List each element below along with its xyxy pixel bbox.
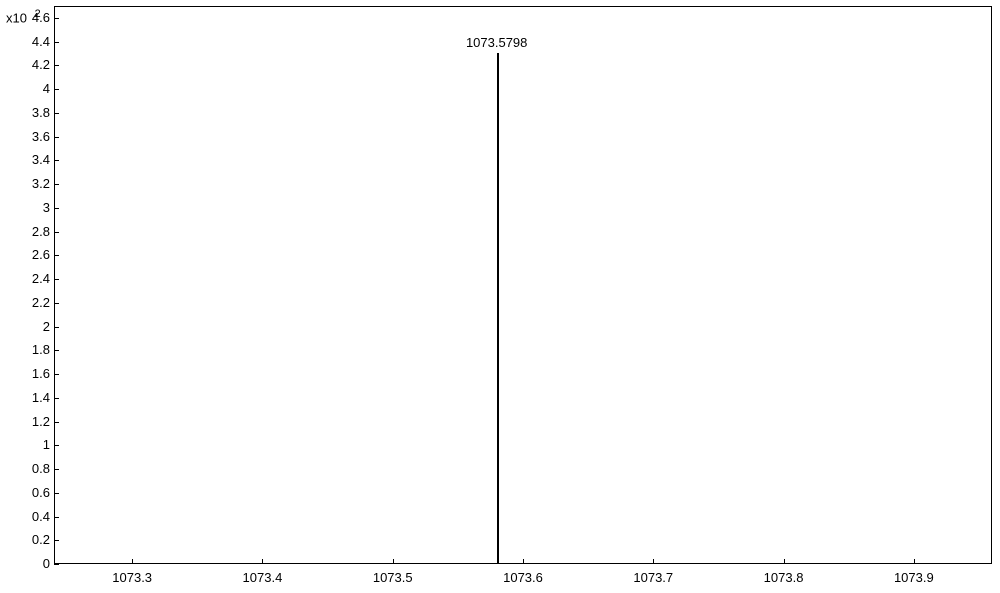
y-tick-label: 3.2 <box>32 176 50 191</box>
x-tick-label: 1073.5 <box>373 570 413 585</box>
y-tick <box>54 279 59 280</box>
y-tick <box>54 327 59 328</box>
y-tick <box>54 374 59 375</box>
y-tick <box>54 350 59 351</box>
x-tick-label: 1073.6 <box>503 570 543 585</box>
x-tick-label: 1073.7 <box>633 570 673 585</box>
y-tick <box>54 65 59 66</box>
y-tick-label: 2.2 <box>32 295 50 310</box>
x-tick-label: 1073.3 <box>112 570 152 585</box>
y-tick <box>54 42 59 43</box>
y-tick-label: 1.8 <box>32 342 50 357</box>
y-tick <box>54 493 59 494</box>
x-tick-label: 1073.9 <box>894 570 934 585</box>
y-exponent-base: x10 <box>6 10 27 25</box>
y-tick <box>54 89 59 90</box>
y-tick-label: 2 <box>43 319 50 334</box>
y-tick <box>54 232 59 233</box>
y-tick <box>54 540 59 541</box>
y-tick-label: 3.8 <box>32 105 50 120</box>
y-tick-label: 2.8 <box>32 224 50 239</box>
y-tick-label: 1 <box>43 437 50 452</box>
y-tick <box>54 422 59 423</box>
y-tick-label: 0.4 <box>32 509 50 524</box>
y-tick <box>54 208 59 209</box>
y-tick-label: 0.6 <box>32 485 50 500</box>
y-tick <box>54 564 59 565</box>
x-tick-label: 1073.4 <box>243 570 283 585</box>
y-tick <box>54 137 59 138</box>
y-tick-label: 3.6 <box>32 129 50 144</box>
y-tick-label: 3.4 <box>32 152 50 167</box>
y-tick <box>54 113 59 114</box>
peak-label: 1073.5798 <box>466 35 527 50</box>
y-tick-label: 1.4 <box>32 390 50 405</box>
x-tick <box>132 559 133 564</box>
y-tick-label: 2.6 <box>32 247 50 262</box>
x-tick <box>784 559 785 564</box>
y-tick-label: 0.2 <box>32 532 50 547</box>
x-tick-label: 1073.8 <box>764 570 804 585</box>
plot-area <box>54 6 992 564</box>
y-tick-label: 4 <box>43 81 50 96</box>
y-tick-label: 2.4 <box>32 271 50 286</box>
y-tick <box>54 445 59 446</box>
mass-spectrum-chart: x10 2 00.20.40.60.811.21.41.61.822.22.42… <box>0 0 1000 593</box>
x-tick <box>393 559 394 564</box>
x-tick <box>523 559 524 564</box>
y-tick <box>54 184 59 185</box>
y-tick <box>54 18 59 19</box>
y-tick-label: 0.8 <box>32 461 50 476</box>
y-tick-label: 3 <box>43 200 50 215</box>
y-tick-label: 1.2 <box>32 414 50 429</box>
spectrum-peak <box>497 53 499 564</box>
y-tick-label: 4.2 <box>32 57 50 72</box>
y-tick <box>54 255 59 256</box>
x-tick <box>653 559 654 564</box>
y-tick <box>54 303 59 304</box>
y-tick-label: 4.4 <box>32 34 50 49</box>
y-tick-label: 0 <box>43 556 50 571</box>
y-tick <box>54 469 59 470</box>
x-tick <box>914 559 915 564</box>
y-tick <box>54 160 59 161</box>
y-tick <box>54 398 59 399</box>
y-tick-label: 1.6 <box>32 366 50 381</box>
x-tick <box>262 559 263 564</box>
y-tick <box>54 517 59 518</box>
y-tick-label: 4.6 <box>32 10 50 25</box>
